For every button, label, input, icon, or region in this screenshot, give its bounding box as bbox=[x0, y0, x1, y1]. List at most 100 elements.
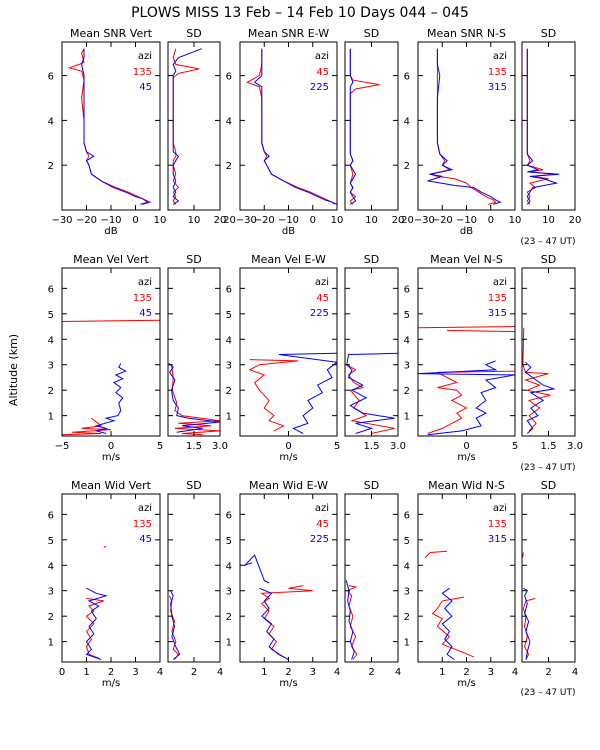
x-tick-label: −30 bbox=[51, 215, 72, 226]
x-tick-label: 1.5 bbox=[186, 441, 202, 452]
panel-grid: Mean SNR Vert−30 −20 −10 0 10246dBazi13545SD… bbox=[48, 27, 583, 689]
series-line-225 bbox=[346, 352, 398, 434]
x-tick-label: −5 bbox=[55, 441, 70, 452]
x-tick-label: 4 bbox=[572, 667, 578, 678]
legend-header: azi bbox=[315, 503, 329, 514]
x-tick-label: 2 bbox=[191, 667, 197, 678]
x-tick-label: 3 bbox=[488, 667, 494, 678]
legend-header: azi bbox=[138, 51, 152, 62]
y-tick-label: 2 bbox=[404, 612, 410, 623]
y-tick-label: 4 bbox=[48, 335, 54, 346]
panel-frame bbox=[521, 493, 576, 663]
legend-header: azi bbox=[315, 51, 329, 62]
x-tick-label: 10 bbox=[154, 215, 167, 226]
x-tick-label: 0 bbox=[488, 215, 494, 226]
x-tick-label: 10 bbox=[188, 215, 201, 226]
series-line-45 bbox=[85, 587, 108, 660]
y-tick-label: 5 bbox=[404, 536, 410, 547]
legend-entry: 135 bbox=[133, 67, 152, 78]
x-axis-label: dB bbox=[104, 226, 117, 237]
x-tick-label: 4 bbox=[217, 667, 223, 678]
x-tick-label: −10 bbox=[100, 215, 121, 226]
y-tick-label: 4 bbox=[48, 116, 54, 127]
x-tick-label: 2 bbox=[368, 667, 374, 678]
x-tick-label: 20−30 bbox=[401, 215, 435, 226]
panel-title: SD bbox=[364, 253, 379, 266]
panel-title: Mean Wid E-W bbox=[249, 479, 328, 492]
panel-title: Mean Vel Vert bbox=[73, 253, 149, 266]
figure-title: PLOWS MISS 13 Feb – 14 Feb 10 Days 044 –… bbox=[131, 5, 469, 21]
legend-entry: 45 bbox=[139, 308, 152, 319]
ut-note-row-3: (23 – 47 UT) bbox=[520, 688, 575, 698]
legend-entry: 315 bbox=[488, 82, 507, 93]
x-tick-label: 2 bbox=[463, 667, 469, 678]
legend-entry: 315 bbox=[488, 308, 507, 319]
series-line-225 bbox=[345, 580, 355, 660]
x-tick-label: 20 bbox=[569, 215, 582, 226]
panel-2-5: Mean Vel N-S 0 5 1 2 3 4 5 6 m/s azi 135 315 bbox=[404, 253, 519, 463]
x-tick-label: 1.5 bbox=[364, 441, 380, 452]
x-tick-label: 5 bbox=[334, 441, 340, 452]
legend-header: azi bbox=[493, 277, 507, 288]
series-line-45 bbox=[349, 48, 380, 205]
x-tick-label: 4 bbox=[395, 667, 401, 678]
panel-title: SD bbox=[541, 253, 556, 266]
legend-header: azi bbox=[493, 503, 507, 514]
panel-1-6: SD 10 20 bbox=[521, 27, 582, 226]
legend-entry: 135 bbox=[488, 67, 507, 78]
y-tick-label: 6 bbox=[226, 510, 232, 521]
y-tick-label: 6 bbox=[404, 72, 410, 83]
panel-1-4: SD 10 20 bbox=[344, 27, 404, 226]
series-line-45 bbox=[260, 585, 313, 658]
series-line-135b bbox=[85, 597, 104, 659]
ut-note-row-2: (23 – 47 UT) bbox=[520, 463, 575, 473]
x-tick-label: 10 bbox=[365, 215, 378, 226]
x-tick-label: 1 bbox=[83, 667, 89, 678]
y-tick-label: 2 bbox=[404, 386, 410, 397]
x-tick-label: 20 bbox=[214, 215, 227, 226]
series-line-135 bbox=[172, 48, 200, 205]
series-line-135 bbox=[103, 545, 107, 548]
ut-note-row-1: (23 – 47 UT) bbox=[520, 237, 575, 247]
y-tick-label: 6 bbox=[48, 284, 54, 295]
panel-1-5: Mean SNR N-S 20−30−20 −10 0 10 2 4 6 dB azi 135 315 bbox=[401, 27, 521, 237]
panel-frame bbox=[344, 41, 399, 211]
x-tick-label: 1 bbox=[261, 667, 267, 678]
y-tick-label: 6 bbox=[48, 510, 54, 521]
y-tick-label: 3 bbox=[48, 587, 54, 598]
panel-title: Mean Vel E-W bbox=[251, 253, 326, 266]
x-tick-label: 3.0 bbox=[390, 441, 406, 452]
legend-header: azi bbox=[138, 503, 152, 514]
panel-frame bbox=[344, 267, 399, 437]
x-tick-label: 2 bbox=[285, 667, 291, 678]
x-tick-label: 0 bbox=[310, 215, 316, 226]
y-tick-label: 1 bbox=[404, 638, 410, 649]
x-axis-label: dB bbox=[460, 226, 473, 237]
panel-title: Mean SNR E-W bbox=[248, 27, 329, 40]
series-line-135 bbox=[424, 550, 448, 558]
x-tick-label: 1 bbox=[439, 667, 445, 678]
y-tick-label: 6 bbox=[226, 72, 232, 83]
legend-entry: 45 bbox=[139, 534, 152, 545]
series-line-225 bbox=[349, 48, 357, 205]
series-line-315 bbox=[524, 361, 556, 434]
series-line-45 bbox=[248, 359, 299, 432]
y-tick-label: 1 bbox=[48, 638, 54, 649]
x-tick-label: 3 bbox=[132, 667, 138, 678]
series-line-45 bbox=[170, 590, 181, 660]
x-tick-label: −10 bbox=[278, 215, 299, 226]
series-line-135b bbox=[62, 417, 112, 436]
y-tick-label: 3 bbox=[404, 587, 410, 598]
series-line-135 bbox=[62, 319, 160, 323]
y-tick-label: 4 bbox=[226, 335, 232, 346]
y-tick-label: 2 bbox=[226, 612, 232, 623]
x-axis-label: m/s bbox=[102, 678, 120, 689]
panel-3-5: Mean Wid N-S 1 2 3 4 1 2 3 4 5 6 m/s azi 135 315 bbox=[404, 479, 519, 689]
x-axis-label: m/s bbox=[279, 452, 297, 463]
y-tick-label: 4 bbox=[404, 116, 410, 127]
legend-entry: 45 bbox=[139, 82, 152, 93]
x-tick-label: −20 bbox=[76, 215, 97, 226]
series-line-315 bbox=[427, 48, 502, 205]
